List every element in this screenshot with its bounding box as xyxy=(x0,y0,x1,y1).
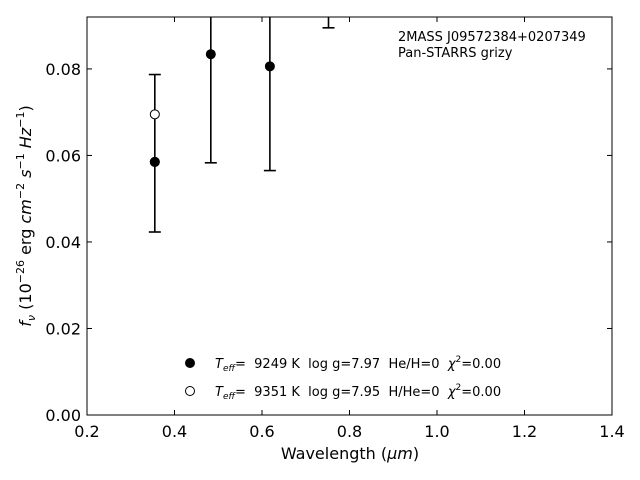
axis-ticks: 0.2 0.4 0.6 0.8 1.0 1.2 1.4 0.00 0.02 0.04 0.06 0.0… xyxy=(45,17,625,441)
x-tick-label: 0.8 xyxy=(337,422,362,441)
y-tick-label: 0.04 xyxy=(45,233,81,252)
plot-frame xyxy=(86,16,613,416)
y-tick-label: 0.00 xyxy=(45,406,81,425)
x-tick-label: 1.2 xyxy=(512,422,537,441)
model-point-filled xyxy=(149,156,160,167)
x-tick-label: 0.4 xyxy=(162,422,187,441)
x-tick-label: 0.2 xyxy=(74,422,99,441)
survey-name: Pan-STARRS grizy xyxy=(398,46,513,61)
model-point-open xyxy=(149,109,160,120)
y-tick-label: 0.08 xyxy=(45,60,81,79)
legend: Teff= 9249 K log g=7.97 He/H=0 χ2=0.00 T… xyxy=(185,355,501,402)
x-axis-label: Wavelength (μm) xyxy=(281,444,419,463)
observed-point xyxy=(264,61,275,72)
x-tick-label: 0.6 xyxy=(249,422,274,441)
object-name: 2MASS J09572384+0207349 xyxy=(398,30,586,45)
y-tick-label: 0.06 xyxy=(45,146,81,165)
x-tick-label: 1.4 xyxy=(599,422,624,441)
data-layer xyxy=(148,17,335,233)
legend-entry-he-h: Teff= 9249 K log g=7.97 He/H=0 χ2=0.00 xyxy=(215,355,501,374)
y-tick-label: 0.02 xyxy=(45,319,81,338)
legend-marker-filled xyxy=(185,358,195,368)
observed-point xyxy=(205,49,216,60)
y-axis-label: fν (10−26 erg cm−2 s−1 Hz−1) xyxy=(14,105,38,326)
x-tick-label: 1.0 xyxy=(424,422,449,441)
legend-entry-h-he: Teff= 9351 K log g=7.95 H/He=0 χ2=0.00 xyxy=(215,383,501,402)
legend-marker-open xyxy=(185,386,195,396)
